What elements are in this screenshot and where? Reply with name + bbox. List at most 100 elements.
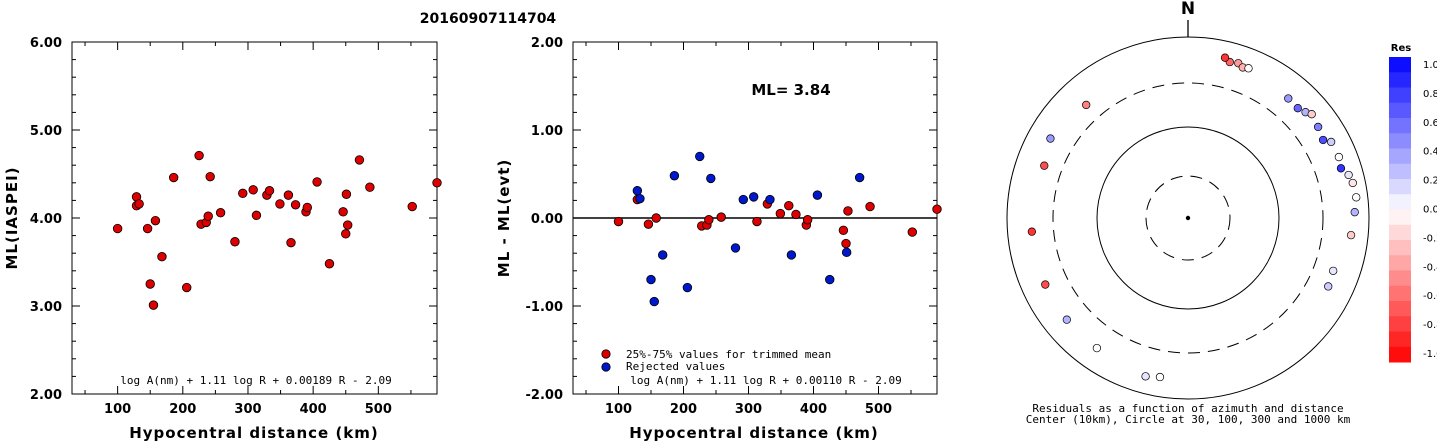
left-data-point bbox=[312, 177, 322, 187]
middle-data-point-red bbox=[838, 225, 849, 236]
colorbar-cells bbox=[1389, 57, 1411, 363]
ring-1000km bbox=[1006, 36, 1370, 400]
middle-y-tick-label: 1.00 bbox=[531, 124, 563, 139]
polar-data-point bbox=[1027, 227, 1037, 236]
middle-data-point-blue bbox=[646, 274, 656, 285]
middle-data-point-red bbox=[841, 238, 851, 249]
polar-points bbox=[1027, 53, 1361, 382]
left-x-axis-label: Hypocentral distance (km) bbox=[129, 424, 379, 441]
left-y-tick-label: 3.00 bbox=[30, 300, 62, 315]
left-data-point bbox=[365, 182, 375, 192]
middle-y-tick-label: -1.00 bbox=[526, 300, 563, 315]
left-data-point bbox=[432, 178, 442, 188]
middle-data-point-red bbox=[865, 201, 875, 212]
colorbar-label: 0.4 bbox=[1423, 147, 1437, 158]
colorbar-cell bbox=[1389, 285, 1411, 302]
polar-data-point bbox=[1092, 343, 1102, 353]
left-formula: log A(nm) + 1.11 log R + 0.00189 R - 2.0… bbox=[120, 374, 392, 387]
middle-y-ticks: -2.00 -1.00 0.00 1.00 2.00 bbox=[526, 36, 937, 403]
left-x-ticks: 100 200 300 400 500 bbox=[84, 42, 412, 417]
left-data-point bbox=[248, 185, 258, 195]
left-data-point bbox=[290, 200, 301, 210]
left-data-point bbox=[354, 155, 365, 165]
polar-data-point bbox=[1244, 64, 1253, 73]
middle-data-point-blue bbox=[658, 250, 668, 260]
left-data-point bbox=[215, 208, 226, 218]
middle-x-tick-label: 100 bbox=[605, 402, 632, 417]
colorbar-cell bbox=[1389, 179, 1411, 195]
colorbar-cell bbox=[1389, 72, 1411, 88]
colorbar-cell bbox=[1389, 270, 1411, 287]
left-points bbox=[112, 150, 442, 310]
left-y-tick-label: 4.00 bbox=[30, 212, 62, 227]
middle-y-axis-label: ML - ML(evt) bbox=[495, 159, 513, 277]
colorbar-cell bbox=[1389, 133, 1411, 149]
polar-data-point bbox=[1334, 152, 1344, 162]
left-data-point bbox=[112, 223, 123, 234]
polar-data-point bbox=[1326, 137, 1336, 147]
colorbar-cell bbox=[1389, 118, 1411, 134]
figure-title: 20160907114704 bbox=[420, 11, 557, 27]
colorbar-cell bbox=[1389, 102, 1411, 119]
polar-data-point bbox=[1040, 161, 1049, 170]
epicenter-dot bbox=[1185, 215, 1191, 221]
left-data-point bbox=[343, 220, 353, 230]
middle-data-point-red bbox=[907, 227, 918, 237]
left-data-point bbox=[194, 150, 204, 161]
ring-100km bbox=[1096, 126, 1280, 310]
colorbar-cell bbox=[1389, 255, 1411, 271]
middle-data-point-red bbox=[613, 216, 624, 227]
ml-annotation: ML= 3.84 bbox=[751, 81, 830, 99]
colorbar-cell bbox=[1389, 57, 1411, 73]
colorbar-cell bbox=[1389, 163, 1411, 180]
middle-data-point-blue bbox=[632, 186, 643, 196]
colorbar-cell bbox=[1389, 87, 1411, 104]
colorbar-cell bbox=[1389, 240, 1411, 256]
left-data-point bbox=[324, 259, 335, 269]
left-data-point bbox=[338, 207, 348, 217]
colorbar-cell bbox=[1389, 301, 1411, 317]
middle-data-point-blue bbox=[738, 194, 749, 205]
colorbar-label: 0.2 bbox=[1423, 176, 1437, 187]
north-label: N bbox=[1181, 0, 1195, 19]
legend-red-marker bbox=[601, 349, 611, 359]
left-data-point bbox=[341, 189, 352, 199]
left-x-tick-label: 300 bbox=[234, 402, 261, 417]
middle-data-point-blue bbox=[695, 151, 705, 162]
left-data-point bbox=[275, 199, 285, 209]
colorbar-cell bbox=[1389, 209, 1411, 226]
colorbar-label: 0.8 bbox=[1423, 89, 1437, 100]
middle-points bbox=[613, 151, 942, 307]
middle-data-point-red bbox=[932, 204, 942, 214]
left-data-point bbox=[283, 190, 294, 200]
colorbar-label: -0.2 bbox=[1423, 233, 1437, 244]
legend-red-label: 25%-75% values for trimmed mean bbox=[626, 348, 831, 361]
left-x-tick-label: 100 bbox=[104, 402, 131, 417]
polar-data-point bbox=[1348, 178, 1357, 188]
polar-data-point bbox=[1313, 122, 1323, 132]
middle-x-tick-label: 300 bbox=[735, 402, 762, 417]
polar-data-point bbox=[1307, 110, 1316, 119]
polar-data-point bbox=[1344, 170, 1353, 180]
middle-x-tick-label: 400 bbox=[800, 402, 827, 417]
polar-data-point bbox=[1220, 53, 1230, 62]
colorbar-cell bbox=[1389, 316, 1411, 332]
left-data-point bbox=[341, 229, 351, 239]
middle-data-point-blue bbox=[635, 193, 645, 204]
polar-caption-line2: Center (10km), Circle at 30, 100, 300 an… bbox=[1026, 413, 1351, 426]
colorbar-cell bbox=[1389, 346, 1411, 363]
left-x-tick-label: 400 bbox=[300, 402, 327, 417]
colorbar-label: 0.0 bbox=[1423, 205, 1437, 216]
left-data-point bbox=[134, 199, 144, 209]
colorbar-label: -0.6 bbox=[1423, 291, 1437, 302]
middle-data-point-blue bbox=[682, 282, 693, 293]
colorbar-cell bbox=[1389, 194, 1411, 210]
colorbar-label: -0.4 bbox=[1423, 262, 1437, 273]
left-data-point bbox=[230, 237, 240, 247]
polar-data-point bbox=[1350, 208, 1359, 217]
polar-caption-line1: Residuals as a function of azimuth and d… bbox=[1032, 402, 1343, 415]
colorbar-labels: 1.0 0.8 0.6 0.4 0.2 0.0 -0.2 -0.4 -0.6 -0.8 -1.0 bbox=[1423, 60, 1437, 360]
polar-data-point bbox=[1041, 280, 1050, 289]
colorbar-label: 0.6 bbox=[1423, 118, 1437, 129]
left-data-point bbox=[286, 237, 296, 248]
